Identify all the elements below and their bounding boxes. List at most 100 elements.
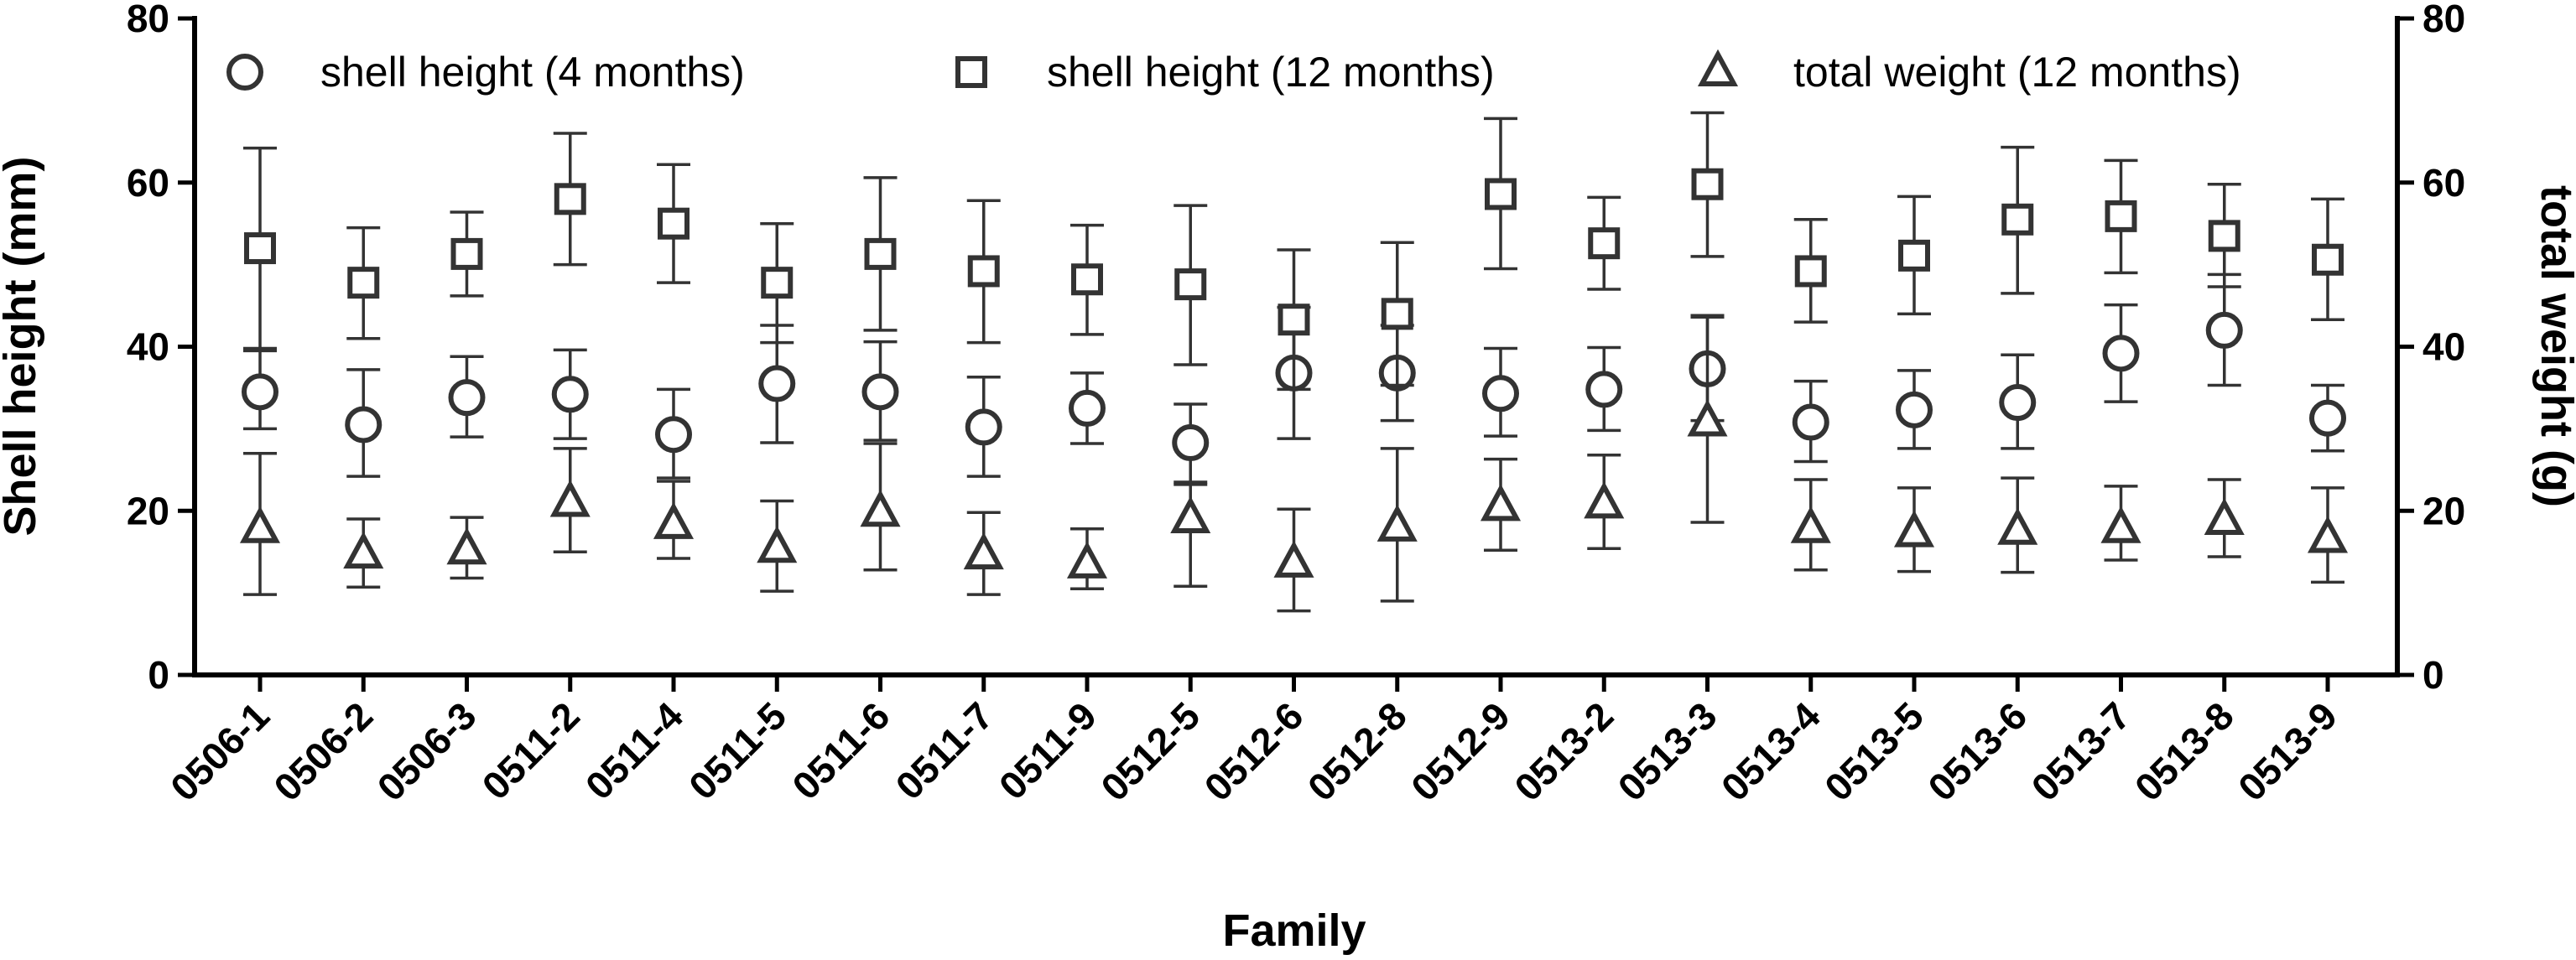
data-point	[2312, 243, 2344, 276]
data-point	[1278, 304, 1310, 336]
y-tick-label: 80	[127, 0, 169, 40]
series-triangle	[239, 314, 2349, 613]
data-point	[1588, 227, 1621, 260]
data-point	[864, 237, 897, 270]
data-point	[554, 183, 586, 215]
data-point	[967, 255, 1000, 288]
legend-marker-square	[955, 56, 987, 88]
x-tick-label: 0513-8	[2126, 693, 2242, 809]
legend-marker-circle	[226, 54, 263, 91]
data-point	[1273, 540, 1314, 578]
x-tick-label: 0506-3	[369, 693, 485, 809]
data-point	[1585, 371, 1623, 408]
data-point	[347, 267, 380, 299]
y-tick-label: 20	[127, 489, 169, 532]
data-point	[345, 406, 382, 444]
data-point	[1898, 239, 1930, 272]
x-tick-label: 0513-9	[2230, 693, 2345, 809]
series-square	[243, 111, 2344, 392]
x-tick-label: 0511-4	[577, 693, 692, 808]
data-point	[244, 232, 276, 265]
x-tick-label: 0511-5	[680, 693, 794, 807]
data-point	[2208, 220, 2240, 252]
x-tick-label: 0512-8	[1299, 693, 1415, 809]
data-point	[1170, 496, 1211, 534]
data-point	[2105, 200, 2137, 232]
data-point	[1174, 268, 1207, 301]
data-point	[343, 531, 384, 569]
data-point	[655, 416, 692, 454]
data-point	[963, 532, 1004, 570]
data-point	[861, 373, 899, 411]
data-point	[653, 501, 695, 539]
x-tick-label: 0513-5	[1816, 693, 1932, 809]
data-point	[448, 379, 486, 417]
x-tick-label: 0513-6	[1919, 693, 2035, 809]
data-point	[1376, 504, 1418, 542]
y2-tick-label: 0	[2422, 653, 2444, 697]
y2-tick-label: 40	[2422, 325, 2465, 369]
data-point	[1485, 178, 1517, 210]
legend: shell height (4 months) shell height (12 …	[226, 49, 2241, 96]
x-tick-label: 0513-2	[1506, 693, 1621, 809]
x-tick-label: 0513-3	[1610, 693, 1725, 809]
data-point	[2307, 516, 2349, 553]
x-axis-title: Family	[1222, 906, 1366, 956]
data-point	[2309, 399, 2346, 437]
legend-label: total weight (12 months)	[1793, 49, 2241, 96]
y2-tick-label: 20	[2422, 489, 2465, 532]
x-tick-label: 0511-9	[991, 693, 1105, 807]
y2-tick-label: 60	[2422, 161, 2465, 205]
data-point	[1999, 384, 2037, 422]
data-point	[761, 267, 794, 299]
data-point	[239, 506, 281, 543]
y-tick-label: 60	[127, 161, 169, 205]
x-tick-label: 0513-7	[2023, 693, 2139, 809]
x-tick-label: 0512-5	[1092, 693, 1208, 809]
data-point	[1584, 481, 1625, 519]
data-point	[658, 207, 690, 240]
x-tick-label: 0512-9	[1402, 693, 1518, 809]
y2-axis-title: total weight (g)	[2532, 185, 2576, 507]
x-tick-label: 0512-6	[1196, 693, 1312, 809]
data-point	[1069, 389, 1106, 427]
x-tick-label: 0511-6	[783, 693, 898, 807]
data-point	[1381, 298, 1413, 330]
legend-label: shell height (12 months)	[1047, 49, 1495, 96]
y-axis-title: Shell height (mm)	[0, 156, 45, 536]
x-tick-label: 0511-7	[887, 693, 1002, 807]
data-point	[242, 373, 278, 411]
legend-label: shell height (4 months)	[320, 49, 745, 96]
data-point	[1172, 424, 1210, 462]
data-point	[1480, 484, 1522, 522]
data-point	[2100, 506, 2141, 543]
data-point	[1691, 168, 1724, 200]
y-tick-label: 40	[127, 325, 169, 369]
data-point	[1790, 506, 1831, 543]
data-point	[1482, 375, 1519, 413]
legend-marker-triangle	[1697, 49, 1739, 86]
series-layer	[239, 111, 2349, 613]
data-point	[450, 237, 483, 270]
y2-tick-label: 80	[2422, 0, 2465, 40]
x-tick-label: 0513-4	[1713, 693, 1829, 809]
data-point	[1071, 263, 1103, 296]
data-point	[551, 376, 589, 413]
data-point	[1794, 255, 1827, 288]
data-point	[1687, 399, 1728, 437]
series-circle	[242, 272, 2346, 484]
data-point	[1893, 510, 1935, 547]
data-point	[758, 365, 796, 402]
data-point	[2102, 335, 2140, 372]
data-point	[757, 525, 798, 563]
legend-item: shell height (12 months)	[955, 49, 1495, 96]
legend-item: shell height (4 months)	[226, 49, 745, 96]
x-tick-label: 0506-1	[162, 693, 278, 809]
y-tick-label: 0	[148, 653, 169, 697]
data-point	[1792, 403, 1829, 441]
legend-item: total weight (12 months)	[1697, 49, 2241, 96]
data-point	[860, 489, 901, 527]
data-point	[2204, 497, 2245, 535]
data-point	[2001, 203, 2034, 236]
